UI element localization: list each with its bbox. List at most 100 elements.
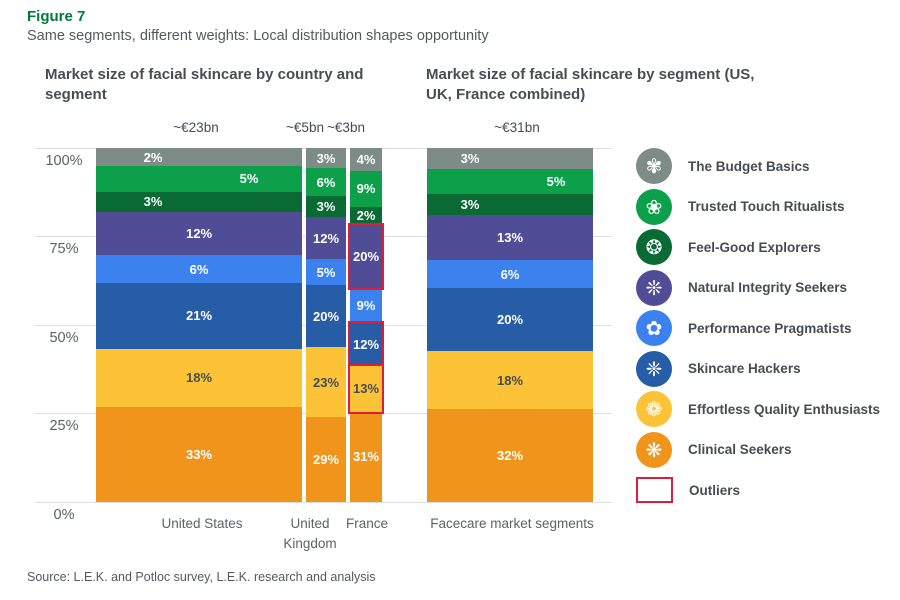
segment-value-label: 13% — [352, 381, 380, 397]
bar-segment-outlier: 12% — [348, 321, 384, 368]
x-tick-facecare-segments: Facecare market segments — [430, 516, 594, 531]
segment-value-label: 20% — [352, 248, 380, 264]
segment-value-label: 33% — [185, 446, 213, 462]
segment-value-label: 29% — [312, 452, 340, 468]
legend: ✾ The Budget Basics ❀ Trusted Touch Ritu… — [636, 148, 880, 513]
segment-value-label: 6% — [500, 266, 520, 282]
segment-value-label: 4% — [356, 152, 376, 167]
segment-value-label: 31% — [352, 449, 380, 465]
segment-value-label: 12% — [312, 230, 340, 246]
segment-value-label: 5% — [316, 264, 336, 280]
combined-total-label: ~€31bn — [494, 120, 540, 135]
bar-segment: 6% — [427, 260, 593, 288]
bar-segment: 6% — [96, 255, 302, 283]
bar-segment: 18% — [427, 351, 593, 409]
segment-value-label: 23% — [312, 374, 340, 390]
bar-segment: 6% — [306, 168, 346, 197]
round-petal-flower-icon: ❀ — [636, 188, 672, 225]
toothed-flower-icon: ❈ — [636, 350, 672, 387]
segment-value-label: 3% — [460, 196, 480, 212]
segment-value-label: 2% — [143, 149, 163, 165]
bar-united-states: 2% 5% 3% 12% 6% 21% 18% 33% — [96, 148, 302, 502]
bar-segment: 9% — [350, 171, 382, 207]
legend-item: ❂ Feel-Good Explorers — [636, 229, 880, 265]
bar-facecare-combined: 3% 5% 3% 13% 6% 20% 18% 32% — [427, 148, 593, 502]
legend-item-label: Outliers — [689, 482, 741, 498]
legend-item-outliers: Outliers — [636, 472, 880, 508]
segment-value-label: 6% — [316, 174, 336, 190]
y-tick-50: 50% — [49, 330, 79, 346]
gridline-0-baseline — [35, 502, 612, 503]
starburst-flower-icon: ❊ — [636, 269, 672, 306]
bar-segment: 4% — [350, 148, 382, 171]
legend-item-label: Performance Pragmatists — [688, 320, 852, 336]
y-tick-25: 25% — [49, 418, 79, 434]
legend-item: ❁ Effortless Quality Enthusiasts — [636, 391, 880, 427]
legend-item-label: Effortless Quality Enthusiasts — [688, 401, 881, 417]
y-tick-75: 75% — [49, 241, 79, 257]
daisy-flower-icon: ❁ — [636, 391, 672, 427]
segment-value-label: 2% — [356, 208, 376, 223]
bar-segment: 12% — [306, 216, 346, 260]
bar-segment: 3% — [306, 196, 346, 217]
legend-item: ✿ Performance Pragmatists — [636, 310, 880, 346]
bar-segment: 5% — [306, 259, 346, 285]
bar-segment: 9% — [350, 287, 382, 323]
gear-ring-flower-icon: ❂ — [636, 229, 672, 265]
bar-segment: 3% — [427, 194, 593, 215]
x-tick-united-kingdom: United Kingdom — [283, 516, 337, 552]
bar-segment: 20% — [306, 284, 346, 348]
segment-value-label: 3% — [143, 194, 163, 210]
legend-item-label: Trusted Touch Ritualists — [688, 199, 845, 214]
gear-flower-icon: ✿ — [636, 310, 672, 346]
legend-item: ❀ Trusted Touch Ritualists — [636, 188, 880, 225]
bar-segment: 21% — [96, 283, 302, 349]
segment-value-label: 18% — [185, 370, 213, 385]
bar-france: 4% 9% 2% 20% 9% 12% 13% 31% — [348, 148, 384, 502]
bar-segment: 12% — [96, 212, 302, 255]
bar-segment: 3% — [427, 148, 593, 169]
flower-glyph: ❀ — [645, 194, 663, 219]
france-total-label: ~€3bn — [327, 120, 365, 135]
figure-label: Figure 7 — [27, 8, 86, 25]
segment-value-label: 6% — [189, 261, 209, 277]
flower-glyph: ✾ — [645, 154, 663, 178]
segment-value-label: 3% — [460, 150, 480, 166]
bar-segment: 18% — [96, 348, 302, 407]
bar-segment: 20% — [427, 288, 593, 351]
segment-value-label: 12% — [185, 226, 213, 241]
segment-value-label: 13% — [496, 229, 524, 245]
segment-value-label: 9% — [356, 297, 376, 313]
bar-segment-outlier: 20% — [348, 222, 384, 290]
segment-value-label: 9% — [356, 181, 376, 197]
us-total-label: ~€23bn — [173, 120, 219, 135]
left-chart-title: Market size of facial skincare by countr… — [45, 66, 364, 103]
bar-segment: 2% — [96, 148, 302, 166]
flower-glyph: ❁ — [645, 397, 663, 421]
source-note: Source: L.E.K. and Potloc survey, L.E.K.… — [27, 570, 376, 584]
y-tick-0: 0% — [53, 507, 75, 523]
legend-item: ✾ The Budget Basics — [636, 148, 880, 184]
bar-segment: 13% — [427, 214, 593, 260]
y-tick-100: 100% — [45, 153, 83, 169]
legend-item-label: Natural Integrity Seekers — [688, 280, 848, 295]
legend-item-label: Skincare Hackers — [688, 361, 801, 376]
segment-value-label: 3% — [316, 198, 336, 214]
flower-glyph: ❂ — [645, 235, 663, 259]
bar-segment: 31% — [350, 411, 382, 502]
legend-item-label: The Budget Basics — [688, 158, 810, 174]
figure-subtitle: Same segments, different weights: Local … — [27, 28, 489, 44]
flower-glyph: ❊ — [645, 275, 663, 300]
flower-glyph: ❈ — [645, 356, 663, 381]
bar-segment: 33% — [96, 406, 302, 502]
segment-value-label: 32% — [496, 448, 524, 463]
bar-united-kingdom: 3% 6% 3% 12% 5% 20% 23% 29% — [306, 148, 346, 502]
x-tick-france: France — [345, 516, 389, 531]
segment-value-label: 5% — [546, 173, 566, 189]
right-chart-title: Market size of facial skincare by segmen… — [426, 66, 755, 103]
flower-glyph: ❋ — [645, 437, 663, 462]
legend-item-label: Feel-Good Explorers — [688, 239, 821, 255]
segment-value-label: 18% — [496, 372, 524, 388]
uk-total-label: ~€5bn — [286, 120, 324, 135]
bar-segment: 3% — [306, 148, 346, 169]
